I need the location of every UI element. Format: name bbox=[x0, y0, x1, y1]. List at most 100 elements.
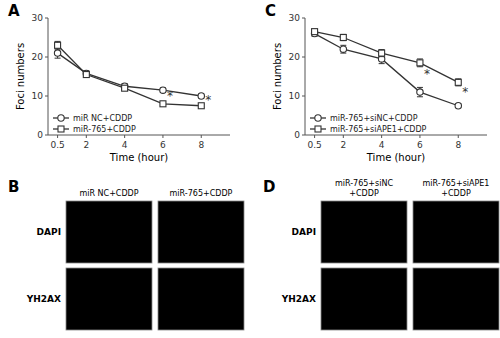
x-tick-label: 6 bbox=[160, 140, 166, 150]
panel-label: C bbox=[265, 2, 276, 20]
image-placeholder bbox=[321, 201, 407, 263]
error-bar-cap bbox=[55, 58, 61, 59]
legend: miR NC+CDDPmiR-765+CDDP bbox=[53, 114, 136, 134]
column-label: miR-765+siAPE1+CDDP bbox=[423, 179, 490, 198]
point bbox=[55, 42, 61, 48]
y-tick bbox=[45, 96, 48, 97]
panel-label: A bbox=[8, 2, 20, 20]
x-tick-label: 2 bbox=[83, 140, 89, 150]
error-bar bbox=[379, 50, 385, 57]
image-placeholder bbox=[158, 201, 244, 263]
x-tick-label: 8 bbox=[198, 140, 204, 150]
annotation: * bbox=[462, 85, 468, 99]
error-bar bbox=[340, 34, 346, 40]
x-tick bbox=[343, 135, 344, 138]
point bbox=[455, 103, 461, 109]
legend-marker bbox=[58, 126, 64, 132]
plot-area bbox=[311, 29, 461, 109]
x-tick-label: 2 bbox=[340, 140, 346, 150]
line-panel: C0.524680102030Time (hour)Foci numbers**… bbox=[265, 2, 487, 163]
plot-area bbox=[54, 41, 204, 108]
series-line bbox=[315, 32, 459, 83]
x-axis-label: Time (hour) bbox=[109, 152, 168, 163]
error-bar-cap bbox=[379, 63, 385, 64]
y-tick bbox=[45, 57, 48, 58]
point bbox=[198, 103, 204, 109]
error-bar-cap bbox=[417, 96, 423, 97]
error-bar-cap bbox=[55, 49, 61, 50]
image-placeholder bbox=[66, 201, 152, 263]
error-bar bbox=[83, 72, 89, 77]
point bbox=[378, 56, 384, 62]
x-tick bbox=[86, 135, 87, 138]
x-tick bbox=[458, 135, 459, 138]
y-tick-label: 0 bbox=[294, 130, 300, 140]
y-tick bbox=[302, 57, 305, 58]
point bbox=[160, 87, 166, 93]
legend-marker bbox=[315, 115, 321, 121]
image-placeholder bbox=[66, 268, 152, 330]
point bbox=[340, 35, 346, 41]
y-tick bbox=[302, 18, 305, 19]
x-axis bbox=[48, 135, 230, 136]
point bbox=[83, 70, 89, 76]
error-bar bbox=[312, 29, 318, 34]
legend-marker bbox=[58, 115, 64, 121]
point bbox=[122, 85, 128, 91]
error-bar-cap bbox=[417, 66, 423, 67]
point bbox=[379, 50, 385, 56]
y-tick-label: 20 bbox=[32, 52, 44, 62]
x-tick-label: 0.5 bbox=[307, 140, 321, 150]
annotation: * bbox=[205, 93, 211, 107]
point bbox=[160, 101, 166, 107]
legend-label: miR-765+siNC+CDDP bbox=[330, 114, 418, 123]
y-tick bbox=[302, 135, 305, 136]
point bbox=[417, 89, 423, 95]
y-tick-label: 20 bbox=[289, 52, 301, 62]
y-tick-label: 10 bbox=[32, 91, 44, 101]
point bbox=[54, 50, 60, 56]
x-tick bbox=[124, 135, 125, 138]
y-axis-label: Foci numbers bbox=[15, 43, 26, 110]
y-axis bbox=[48, 18, 49, 135]
point bbox=[83, 72, 89, 78]
y-tick bbox=[45, 135, 48, 136]
x-tick-label: 0.5 bbox=[50, 140, 64, 150]
panel-label: D bbox=[263, 178, 275, 196]
x-tick bbox=[314, 135, 315, 138]
annotation: * bbox=[167, 89, 173, 103]
x-axis-label: Time (hour) bbox=[366, 152, 425, 163]
x-tick bbox=[419, 135, 420, 138]
point bbox=[340, 46, 346, 52]
point bbox=[455, 79, 461, 85]
point bbox=[417, 60, 423, 66]
column-label: miR-765+CDDP bbox=[170, 189, 233, 198]
error-bar bbox=[417, 59, 423, 67]
series-line bbox=[58, 45, 202, 105]
error-bar bbox=[55, 48, 61, 58]
x-tick-label: 8 bbox=[455, 140, 461, 150]
x-tick bbox=[201, 135, 202, 138]
x-axis bbox=[305, 135, 487, 136]
legend-marker bbox=[315, 126, 321, 132]
row-label: DAPI bbox=[292, 227, 316, 237]
legend-label: miR-765+siAPE1+CDDP bbox=[330, 125, 427, 134]
image-placeholder bbox=[413, 201, 499, 263]
row-label: YH2AX bbox=[26, 294, 61, 304]
line-panel: A0.524680102030Time (hour)Foci numbers**… bbox=[8, 2, 230, 163]
error-bar bbox=[160, 88, 166, 93]
figure: A0.524680102030Time (hour)Foci numbers**… bbox=[0, 0, 500, 338]
point bbox=[198, 93, 204, 99]
image-panel: DmiR-765+siNC+CDDPmiR-765+siAPE1+CDDPDAP… bbox=[263, 178, 499, 330]
y-tick-label: 0 bbox=[37, 130, 43, 140]
panel-label: B bbox=[8, 178, 19, 196]
y-tick-label: 30 bbox=[289, 13, 301, 23]
y-axis-label: Foci numbers bbox=[272, 43, 283, 110]
x-tick-label: 6 bbox=[417, 140, 423, 150]
error-bar-cap bbox=[417, 87, 423, 88]
error-bar bbox=[340, 45, 346, 53]
point bbox=[312, 29, 318, 35]
row-label: DAPI bbox=[37, 227, 61, 237]
legend-label: miR NC+CDDP bbox=[73, 114, 132, 123]
legend: miR-765+siNC+CDDP miR-765+siAPE1+CDDP bbox=[310, 114, 427, 134]
